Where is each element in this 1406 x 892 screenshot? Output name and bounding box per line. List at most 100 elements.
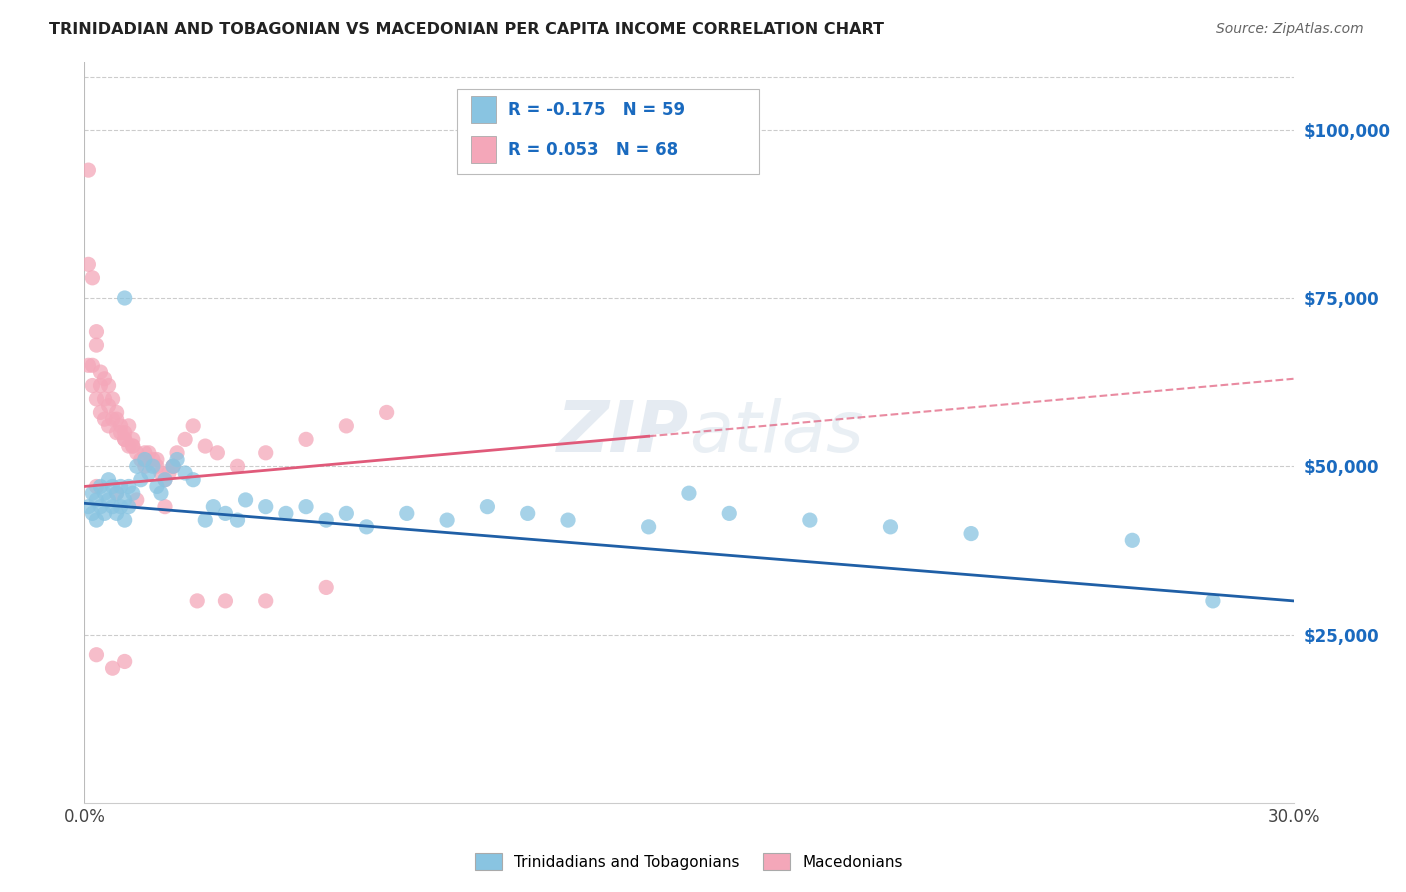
Point (114, 513, 136, 527)
Point (134, 446, 156, 460)
Point (110, 500, 132, 514)
Point (142, 459, 165, 474)
Point (1121, 533, 1143, 548)
Point (82, 378, 104, 392)
Point (146, 452, 169, 467)
Point (174, 466, 197, 480)
Point (101, 500, 124, 514)
Point (146, 479, 169, 493)
Text: R = 0.053   N = 68: R = 0.053 N = 68 (508, 141, 678, 159)
Point (162, 459, 184, 474)
Point (77, 163, 100, 178)
Point (214, 507, 236, 521)
Point (97, 399, 120, 413)
Point (879, 520, 901, 534)
Point (97, 418, 120, 433)
Point (162, 459, 184, 474)
Point (125, 459, 148, 474)
Point (77, 359, 100, 373)
Point (125, 446, 148, 460)
Point (93, 507, 115, 521)
Point (97, 473, 120, 487)
Point (110, 425, 132, 440)
Legend: Trinidadians and Tobagonians, Macedonians: Trinidadians and Tobagonians, Macedonian… (468, 847, 910, 877)
Point (121, 486, 143, 500)
Point (134, 459, 156, 474)
Text: R = -0.175   N = 59: R = -0.175 N = 59 (508, 101, 685, 119)
Point (516, 507, 538, 521)
Text: ZIP: ZIP (557, 398, 689, 467)
Point (110, 479, 132, 493)
Point (86, 648, 108, 662)
Text: TRINIDADIAN AND TOBAGONIAN VS MACEDONIAN PER CAPITA INCOME CORRELATION CHART: TRINIDADIAN AND TOBAGONIAN VS MACEDONIAN… (49, 22, 884, 37)
Point (97, 492, 120, 507)
Point (89, 365, 111, 379)
Point (254, 500, 277, 514)
Point (118, 500, 141, 514)
Point (110, 418, 132, 433)
Point (214, 594, 236, 608)
Point (105, 486, 128, 500)
Point (86, 325, 108, 339)
Point (226, 513, 249, 527)
Point (174, 433, 197, 447)
Point (89, 500, 111, 514)
Point (395, 507, 418, 521)
Point (149, 486, 172, 500)
Point (186, 594, 208, 608)
Point (166, 452, 188, 467)
Point (93, 486, 115, 500)
Point (125, 492, 148, 507)
Point (101, 479, 124, 493)
Point (89, 378, 111, 392)
Point (1202, 594, 1225, 608)
Point (138, 446, 160, 460)
Point (82, 359, 104, 373)
Point (166, 446, 188, 460)
Point (97, 378, 120, 392)
Point (86, 513, 108, 527)
Point (134, 452, 156, 467)
Point (114, 433, 136, 447)
Point (356, 520, 378, 534)
Point (93, 412, 115, 426)
Point (114, 655, 136, 669)
Point (295, 433, 318, 447)
Point (129, 452, 152, 467)
Point (129, 473, 152, 487)
Point (86, 392, 108, 406)
Point (718, 507, 741, 521)
Text: Source: ZipAtlas.com: Source: ZipAtlas.com (1216, 22, 1364, 37)
Point (335, 507, 357, 521)
Point (121, 433, 143, 447)
Point (194, 513, 217, 527)
Point (194, 439, 217, 453)
Point (114, 425, 136, 440)
Point (960, 526, 983, 541)
Point (142, 452, 165, 467)
Point (207, 446, 229, 460)
Point (226, 459, 249, 474)
Point (105, 412, 128, 426)
Point (295, 500, 318, 514)
Point (77, 257, 100, 271)
Point (105, 425, 128, 440)
Point (118, 418, 141, 433)
Point (114, 433, 136, 447)
Point (93, 392, 115, 406)
Point (114, 291, 136, 305)
Point (149, 466, 172, 480)
Point (86, 338, 108, 352)
Point (181, 418, 204, 433)
Point (254, 446, 277, 460)
Point (105, 507, 128, 521)
Point (105, 405, 128, 419)
Point (202, 500, 225, 514)
Point (637, 520, 659, 534)
Point (315, 581, 337, 595)
Point (114, 492, 136, 507)
Point (162, 459, 184, 474)
Point (254, 594, 277, 608)
Point (82, 486, 104, 500)
Point (93, 372, 115, 386)
